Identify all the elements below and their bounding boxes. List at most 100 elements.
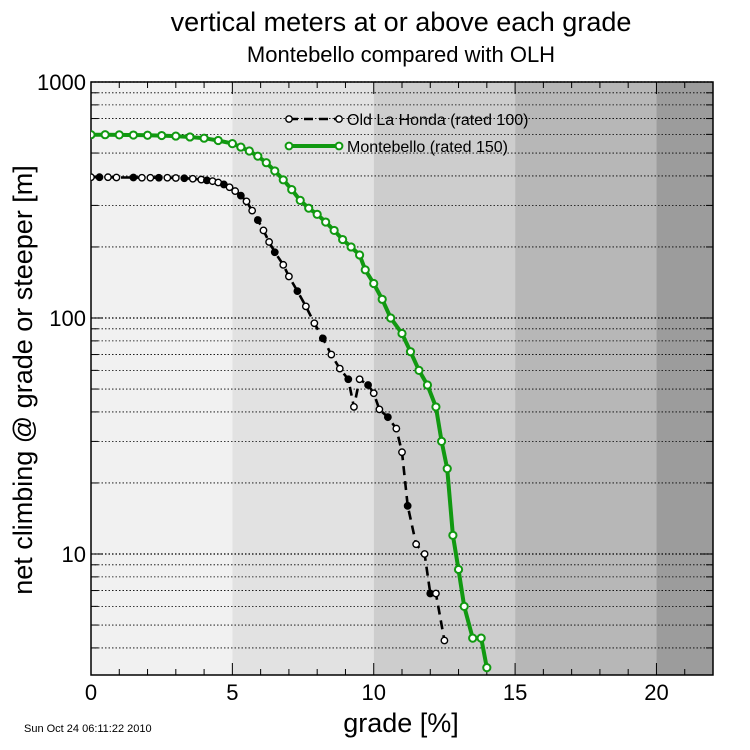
data-point (100, 130, 110, 140)
timestamp: Sun Oct 24 06:11:22 2010 (24, 723, 152, 735)
data-point (432, 589, 440, 598)
data-point (129, 173, 138, 182)
data-point (412, 540, 421, 549)
y-tick-label: 1000 (37, 70, 86, 95)
data-point (403, 501, 412, 510)
data-point (199, 133, 209, 143)
data-point (482, 663, 492, 673)
data-point (154, 173, 163, 182)
data-point (369, 278, 379, 289)
data-point (312, 209, 322, 219)
data-point (248, 206, 257, 215)
data-point (440, 636, 449, 645)
data-point (261, 158, 271, 168)
data-point (128, 130, 139, 140)
background-band (656, 82, 713, 675)
legend-entry: Montebello (rated 150) (284, 139, 508, 156)
data-point (354, 250, 365, 260)
background-bands (91, 82, 713, 675)
background-band (515, 82, 657, 675)
legend-label: Old La Honda (rated 100) (347, 112, 528, 129)
x-tick-label: 0 (85, 680, 97, 705)
data-point (146, 173, 155, 182)
y-axis-ticks: 10 100 1000 (37, 70, 86, 567)
data-point (310, 319, 319, 328)
background-band (373, 82, 516, 675)
data-point (91, 173, 95, 182)
data-point (91, 130, 96, 140)
x-tick-label: 15 (503, 680, 527, 705)
data-point (225, 183, 234, 192)
data-point (414, 365, 424, 375)
data-point (338, 234, 348, 245)
data-point (213, 135, 223, 146)
data-point (171, 174, 180, 182)
series-0 (91, 173, 449, 645)
data-point (431, 402, 441, 412)
x-tick-label: 20 (644, 680, 668, 705)
legend-marker (335, 115, 343, 123)
data-point (142, 130, 153, 140)
data-point (278, 175, 288, 185)
data-point (163, 173, 172, 182)
data-point (350, 403, 358, 411)
legend-label: Montebello (rated 150) (347, 139, 508, 156)
background-band (91, 82, 233, 675)
data-point (344, 375, 353, 384)
data-point (335, 364, 344, 373)
data-point (321, 217, 331, 227)
series-layer (91, 130, 492, 673)
data-point (270, 248, 279, 257)
data-point (476, 633, 486, 643)
data-point (244, 146, 254, 156)
chart-subtitle: Montebello compared with OLH (247, 42, 555, 67)
data-point (364, 381, 372, 389)
data-point (112, 173, 121, 182)
data-point (448, 530, 458, 540)
data-point (270, 166, 280, 176)
data-point (392, 424, 401, 433)
y-axis-label: net climbing @ grade or steeper [m] (8, 165, 38, 595)
background-band (232, 82, 374, 675)
data-point (355, 375, 364, 384)
data-point (329, 225, 339, 236)
x-axis-ticks: 0 5 10 15 20 (85, 82, 714, 705)
data-point (253, 151, 263, 161)
data-point (398, 448, 406, 457)
data-point (304, 203, 314, 213)
data-point (468, 633, 478, 643)
data-point (295, 195, 305, 205)
data-point (293, 287, 302, 296)
data-point (318, 334, 327, 343)
data-point (375, 405, 384, 414)
series-1 (91, 130, 492, 673)
data-point (442, 464, 452, 474)
x-tick-label: 10 (361, 680, 385, 705)
data-point (253, 216, 262, 224)
legend-marker (284, 141, 294, 151)
data-point (285, 272, 293, 281)
data-point (157, 130, 167, 141)
data-point (279, 260, 288, 269)
data-point (171, 131, 181, 141)
y-tick-label: 10 (62, 542, 86, 567)
data-point (346, 242, 356, 252)
data-point (459, 601, 469, 611)
legend-marker (334, 141, 344, 151)
data-point (369, 389, 378, 398)
data-point (405, 347, 416, 357)
legend-marker (285, 115, 293, 123)
data-point (259, 226, 268, 235)
legend-entry: Old La Honda (rated 100) (285, 112, 528, 129)
data-point (265, 238, 274, 246)
x-tick-label: 5 (226, 680, 238, 705)
data-point (137, 173, 146, 182)
x-axis-label: grade [%] (343, 708, 459, 738)
data-point (180, 174, 189, 183)
data-point (301, 302, 310, 311)
data-point (188, 174, 197, 183)
data-point (185, 132, 195, 142)
data-point (104, 173, 112, 182)
data-point (383, 413, 392, 422)
